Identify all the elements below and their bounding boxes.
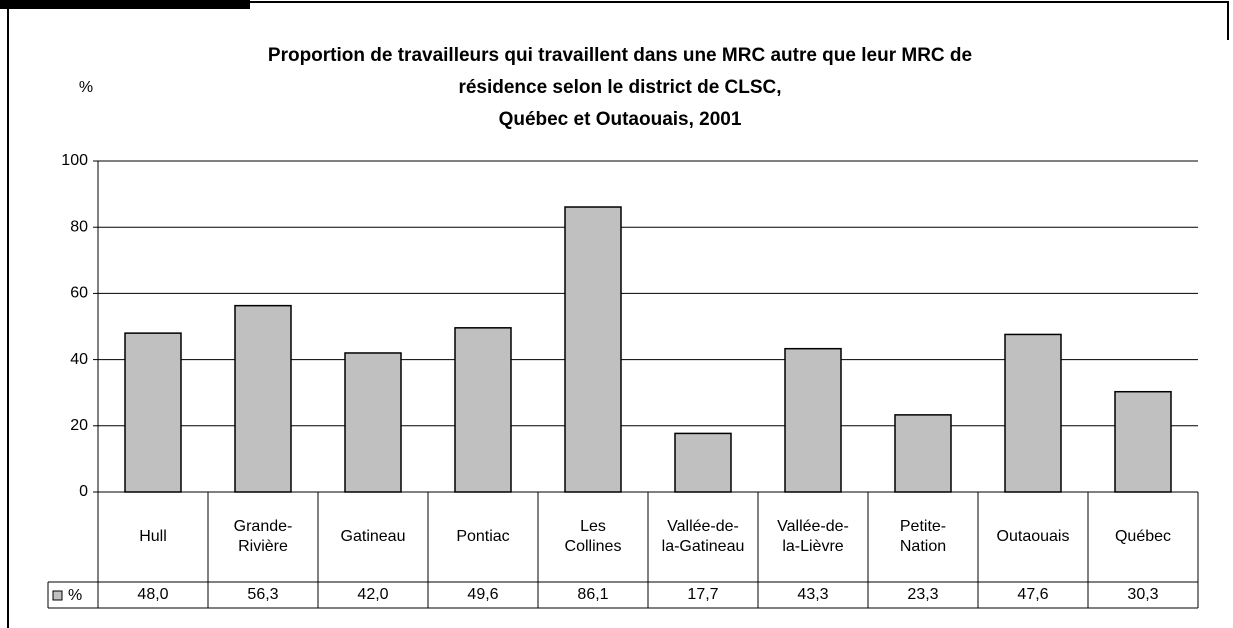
bar <box>894 414 952 493</box>
value-label-box: 47,6 <box>1017 586 1049 603</box>
x-tick-label: Vallée-de- la-Gatineau <box>661 518 745 555</box>
y-axis-label: % <box>79 79 93 96</box>
x-tick-label-box: Gatineau <box>340 528 406 545</box>
x-tick-label: Outaouais <box>996 528 1070 545</box>
legend-swatch <box>52 590 63 601</box>
value-label: 43,3 <box>797 586 829 603</box>
legend-label: % <box>68 587 82 604</box>
value-label: 47,6 <box>1017 586 1049 603</box>
bar <box>454 327 512 493</box>
value-label-box: 17,7 <box>687 586 719 603</box>
value-label-box: 42,0 <box>357 586 389 603</box>
chart-title: Proportion de travailleurs qui travaille… <box>267 45 973 130</box>
x-tick-label-box: Petite- Nation <box>899 518 947 555</box>
value-label-box: 30,3 <box>1127 586 1159 603</box>
value-label: 48,0 <box>137 586 169 603</box>
x-tick-label: Pontiac <box>456 528 510 545</box>
value-label-box: 48,0 <box>137 586 169 603</box>
bar <box>344 352 402 493</box>
value-label-box: 23,3 <box>907 586 939 603</box>
value-label-box: 43,3 <box>797 586 829 603</box>
x-tick-label: Hull <box>139 528 167 545</box>
y-tick-label: 20 <box>70 417 88 434</box>
value-label: 56,3 <box>247 586 279 603</box>
value-label-box: 56,3 <box>247 586 279 603</box>
value-label-box: 49,6 <box>467 586 499 603</box>
value-label: 17,7 <box>687 586 719 603</box>
bar <box>784 347 842 493</box>
value-label: 86,1 <box>577 586 609 603</box>
x-tick-label-box: Québec <box>1114 528 1172 545</box>
header-bar <box>0 0 250 9</box>
value-label: 49,6 <box>467 586 499 603</box>
bar <box>1004 333 1062 493</box>
x-tick-label-box: Outaouais <box>996 528 1070 545</box>
x-tick-label-box: Vallée-de- la-Gatineau <box>661 518 745 555</box>
x-tick-label: Gatineau <box>340 528 406 545</box>
x-tick-label-box: Les Collines <box>564 518 622 555</box>
y-tick-label: 40 <box>70 351 88 368</box>
x-tick-label: Grande- Rivière <box>233 518 293 555</box>
x-tick-label: Les Collines <box>564 518 622 555</box>
x-tick-label-box: Grande- Rivière <box>233 518 293 555</box>
value-label-box: 86,1 <box>577 586 609 603</box>
y-tick-label: 0 <box>79 483 88 500</box>
x-tick-label-box: Vallée-de- la-Lièvre <box>777 518 849 555</box>
bar <box>564 206 622 493</box>
y-tick-label: 100 <box>61 152 88 169</box>
value-label: 30,3 <box>1127 586 1159 603</box>
x-tick-label: Vallée-de- la-Lièvre <box>777 518 849 555</box>
x-tick-label: Québec <box>1114 528 1172 545</box>
bar <box>234 304 292 493</box>
x-tick-label-box: Hull <box>139 528 167 545</box>
value-label: 23,3 <box>907 586 939 603</box>
x-tick-label: Petite- Nation <box>899 518 947 555</box>
y-tick-label: 80 <box>70 218 88 235</box>
bar <box>1114 390 1172 493</box>
value-label: 42,0 <box>357 586 389 603</box>
bar <box>124 332 182 493</box>
x-tick-label-box: Pontiac <box>456 528 510 545</box>
y-tick-label: 60 <box>70 285 88 302</box>
title-box: Proportion de travailleurs qui travaille… <box>267 45 973 130</box>
bar <box>674 432 732 493</box>
